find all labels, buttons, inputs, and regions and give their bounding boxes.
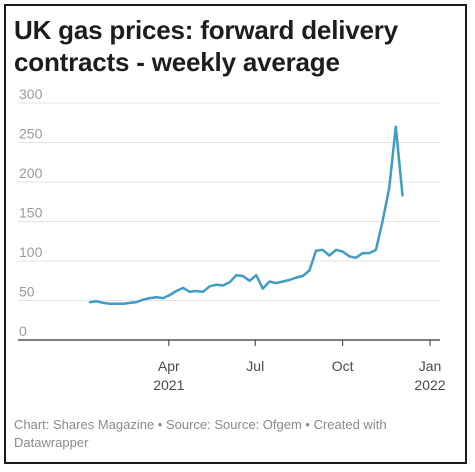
y-axis-ticks: 300 250 200 150 100 50 0 <box>19 86 43 339</box>
series-line <box>88 125 404 305</box>
chart-title: UK gas prices: forward delivery contract… <box>14 15 398 77</box>
chart-frame <box>4 4 467 464</box>
x-axis-ticks: Apr 2021 Jul Oct Jan 2022 <box>153 340 446 393</box>
y-tick-label: 300 <box>19 86 43 102</box>
y-tick-label: 250 <box>19 126 43 142</box>
y-tick-label: 50 <box>19 284 35 300</box>
x-tick-label: Apr <box>158 358 180 374</box>
x-tick-label: Jul <box>246 358 264 374</box>
y-tick-label: 0 <box>19 323 27 339</box>
x-tick-sublabel: 2021 <box>153 377 184 393</box>
x-tick-label: Oct <box>332 358 354 374</box>
grid-lines <box>18 102 440 341</box>
x-tick-label: Jan <box>419 358 442 374</box>
footer-credit-line-2: Datawrapper <box>14 435 89 450</box>
y-tick-label: 100 <box>19 244 43 260</box>
x-tick-sublabel: 2022 <box>414 377 445 393</box>
footer: Chart: Shares Magazine • Source: Source:… <box>14 416 454 452</box>
y-tick-label: 150 <box>19 205 43 221</box>
footer-credit-line: Chart: Shares Magazine • Source: Source:… <box>14 417 387 432</box>
y-tick-label: 200 <box>19 165 43 181</box>
